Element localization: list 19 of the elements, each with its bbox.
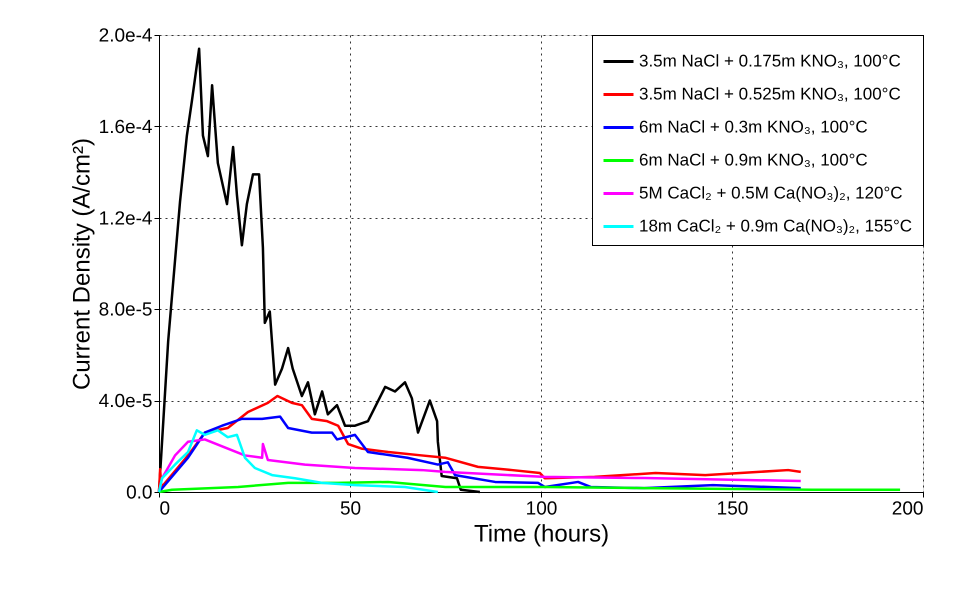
x-axis-title: Time (hours): [474, 520, 610, 548]
legend-label: 6m NaCl + 0.9m KNO₃, 100°C: [639, 150, 868, 170]
legend-label: 5M CaCl₂ + 0.5M Ca(NO₃)₂, 120°C: [639, 184, 903, 202]
y-tick-label: 0.0: [126, 482, 152, 504]
x-tick-label: 100: [526, 498, 558, 520]
y-axis-title: Current Density (A/cm²): [68, 138, 96, 390]
y-tick-label: 1.2e-4: [98, 208, 153, 230]
y-tick-label: 8.0e-5: [98, 300, 152, 321]
legend-label: 18m CaCl₂ + 0.9m Ca(NO₃)₂, 155°C: [639, 216, 912, 236]
x-tick-label: 50: [340, 498, 362, 520]
legend-label: 6m NaCl + 0.3m KNO₃, 100°C: [639, 118, 868, 136]
legend-label: 3.5m NaCl + 0.175m KNO₃, 100°C: [639, 52, 901, 70]
legend-label: 3.5m NaCl + 0.525m KNO₃, 100°C: [639, 84, 901, 104]
x-tick-label: 0: [160, 498, 170, 520]
y-tick-label: 1.6e-4: [98, 116, 153, 138]
y-tick-label: 2.0e-4: [98, 26, 153, 46]
x-tick-label: 150: [716, 498, 748, 520]
x-tick-label: 200: [892, 498, 924, 520]
y-tick-label: 4.0e-5: [98, 391, 152, 412]
